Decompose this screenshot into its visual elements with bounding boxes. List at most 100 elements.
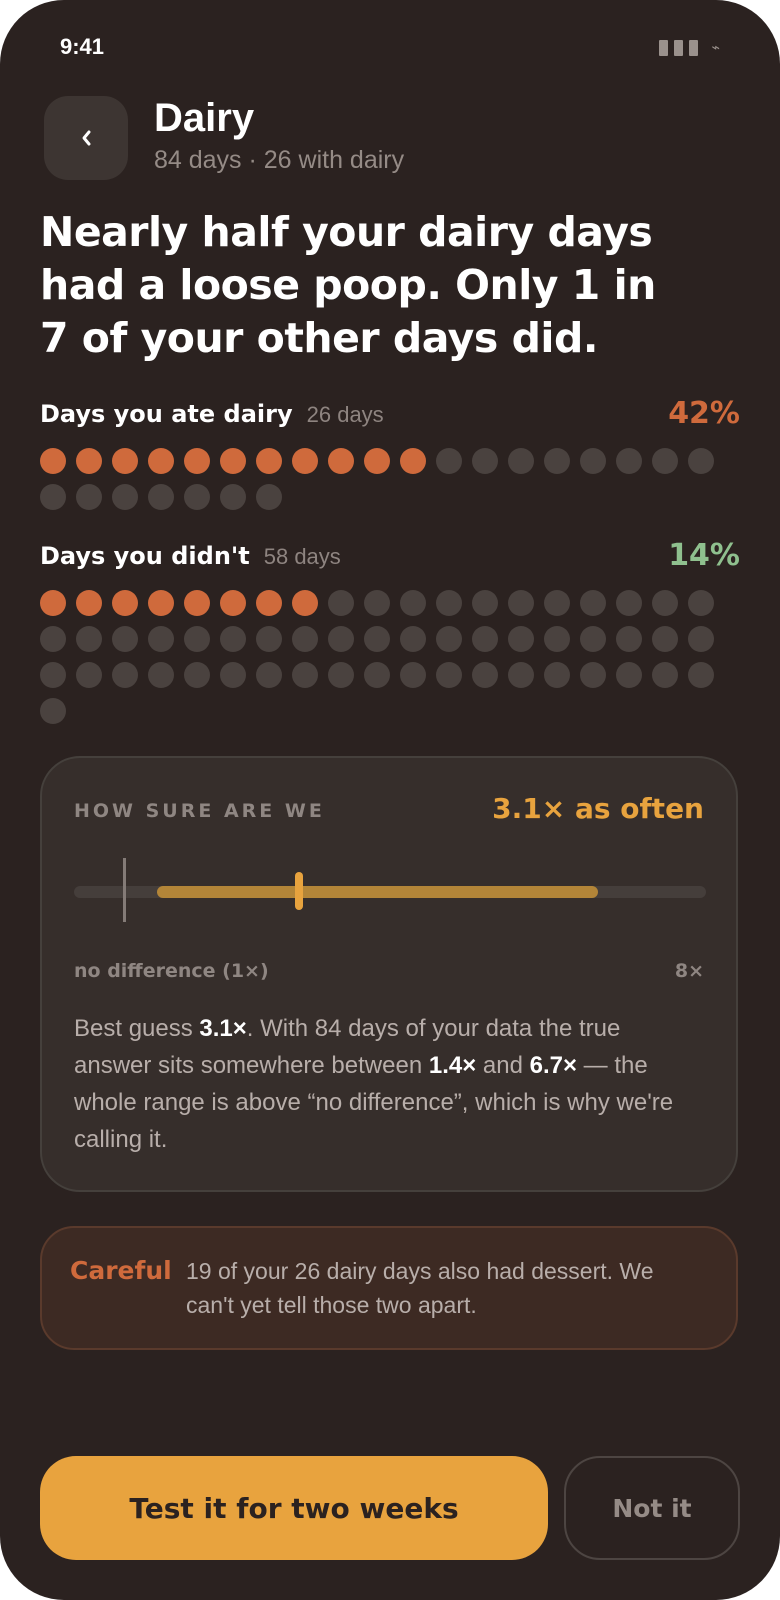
day-dot-loose — [220, 448, 246, 474]
day-dot-normal — [184, 662, 210, 688]
day-dot-normal — [616, 626, 642, 652]
confidence-explanation: Best guess 3.1×. With 84 days of your da… — [74, 1010, 704, 1158]
best-guess-marker — [294, 872, 303, 910]
day-dot-normal — [220, 626, 246, 652]
day-dot-loose — [220, 590, 246, 616]
back-button[interactable] — [44, 96, 128, 180]
day-dot-normal — [508, 590, 534, 616]
day-dot-normal — [328, 626, 354, 652]
day-dot-normal — [616, 448, 642, 474]
day-dot-loose — [148, 590, 174, 616]
day-dot-normal — [508, 448, 534, 474]
day-dot-normal — [400, 662, 426, 688]
day-dot-normal — [256, 662, 282, 688]
confidence-card: HOW SURE ARE WE 3.1× as often no differe… — [40, 756, 738, 1192]
day-dot-normal — [148, 484, 174, 510]
day-dot-normal — [652, 590, 678, 616]
confidence-effect: 3.1× as often — [492, 792, 704, 825]
day-dot-normal — [436, 448, 462, 474]
day-dot-normal — [76, 626, 102, 652]
day-dot-loose — [256, 590, 282, 616]
day-dot-normal — [580, 448, 606, 474]
day-dot-normal — [688, 590, 714, 616]
page-subtitle: 84 days · 26 with dairy — [154, 146, 405, 174]
day-dot-normal — [508, 662, 534, 688]
day-dot-normal — [184, 626, 210, 652]
day-dot-normal — [472, 590, 498, 616]
day-dot-normal — [652, 662, 678, 688]
test-it-button[interactable]: Test it for two weeks — [40, 1456, 548, 1560]
day-dot-normal — [508, 626, 534, 652]
day-dot-normal — [112, 484, 138, 510]
day-dot-loose — [292, 448, 318, 474]
day-dot-normal — [364, 590, 390, 616]
not-it-button[interactable]: Not it — [564, 1456, 740, 1560]
warning-title: Careful — [70, 1256, 172, 1285]
day-dot-loose — [400, 448, 426, 474]
day-dot-normal — [40, 484, 66, 510]
day-dot-normal — [400, 590, 426, 616]
group-label-dairy: Days you ate dairy 26 days — [40, 400, 384, 428]
day-dot-normal — [184, 484, 210, 510]
day-dot-normal — [364, 626, 390, 652]
dot-grid-no-dairy — [40, 590, 740, 724]
dot-grid-dairy — [40, 448, 740, 510]
day-dot-normal — [436, 662, 462, 688]
day-dot-normal — [112, 662, 138, 688]
confidence-range-bar — [157, 886, 598, 898]
battery-icon — [688, 40, 698, 56]
group-percent-no-dairy: 14% — [668, 538, 740, 573]
body-text: and — [476, 1052, 530, 1079]
group-count: 26 days — [306, 402, 384, 427]
no-difference-marker — [122, 858, 126, 922]
day-dot-normal — [40, 626, 66, 652]
day-dot-normal — [544, 662, 570, 688]
day-dot-normal — [292, 626, 318, 652]
day-dot-loose — [112, 448, 138, 474]
day-dot-normal — [688, 448, 714, 474]
day-dot-normal — [220, 662, 246, 688]
group-label-no-dairy: Days you didn't 58 days — [40, 542, 341, 570]
day-dot-normal — [688, 626, 714, 652]
chevron-left-icon — [82, 130, 91, 146]
day-dot-normal — [472, 448, 498, 474]
day-dot-normal — [364, 662, 390, 688]
day-dot-normal — [76, 484, 102, 510]
day-dot-normal — [616, 590, 642, 616]
day-dot-loose — [40, 448, 66, 474]
day-dot-loose — [76, 448, 102, 474]
day-dot-normal — [616, 662, 642, 688]
day-dot-loose — [292, 590, 318, 616]
day-dot-loose — [40, 590, 66, 616]
wifi-icon — [673, 40, 683, 56]
day-dot-normal — [652, 626, 678, 652]
day-dot-normal — [400, 626, 426, 652]
status-time: 9:41 — [60, 34, 105, 59]
day-dot-normal — [652, 448, 678, 474]
day-dot-normal — [256, 484, 282, 510]
body-estimate: 3.1× — [199, 1015, 247, 1042]
day-dot-loose — [184, 590, 210, 616]
day-dot-normal — [472, 626, 498, 652]
warning-text: 19 of your 26 dairy days also had desser… — [186, 1258, 654, 1318]
day-dot-loose — [76, 590, 102, 616]
status-icons: ⌁ — [658, 40, 720, 56]
group-percent-dairy: 42% — [668, 396, 740, 431]
day-dot-loose — [148, 448, 174, 474]
body-text: Best guess — [74, 1015, 200, 1042]
page-title: Dairy — [154, 96, 255, 140]
day-dot-loose — [364, 448, 390, 474]
day-dot-normal — [76, 662, 102, 688]
axis-max-label: 8× — [674, 960, 704, 982]
day-dot-normal — [220, 484, 246, 510]
day-dot-normal — [436, 590, 462, 616]
day-dot-normal — [580, 590, 606, 616]
body-low: 1.4× — [428, 1052, 477, 1079]
day-dot-normal — [328, 590, 354, 616]
day-dot-normal — [40, 698, 66, 724]
body-high: 6.7× — [529, 1052, 578, 1079]
day-dot-normal — [580, 626, 606, 652]
confidence-label: HOW SURE ARE WE — [74, 800, 325, 822]
body-text: . With 84 days of your data the true ans… — [74, 1015, 621, 1079]
day-dot-normal — [148, 626, 174, 652]
